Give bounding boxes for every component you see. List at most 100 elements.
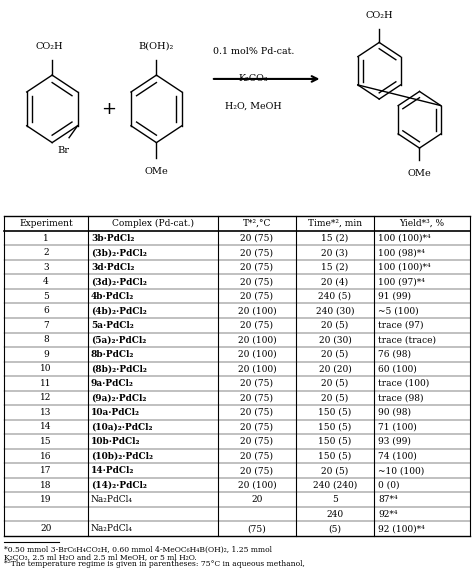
Text: ~5 (100): ~5 (100) <box>378 306 419 315</box>
Text: 100 (98)*⁴: 100 (98)*⁴ <box>378 248 425 257</box>
Text: 10b·PdCl₂: 10b·PdCl₂ <box>91 437 140 446</box>
Text: 3: 3 <box>43 262 49 272</box>
Text: 19: 19 <box>40 495 52 504</box>
Text: 20: 20 <box>40 524 52 533</box>
Text: 20 (20): 20 (20) <box>319 364 351 374</box>
Text: 15 (2): 15 (2) <box>321 234 348 242</box>
Text: Complex (Pd-cat.): Complex (Pd-cat.) <box>112 219 194 228</box>
Text: 2: 2 <box>43 248 49 257</box>
Text: 20 (5): 20 (5) <box>321 350 348 359</box>
Text: 11: 11 <box>40 379 52 388</box>
Text: (5a)₂·PdCl₂: (5a)₂·PdCl₂ <box>91 335 146 344</box>
Text: 7: 7 <box>43 321 49 330</box>
Text: 15: 15 <box>40 437 52 446</box>
Text: 15 (2): 15 (2) <box>321 262 348 272</box>
Text: T*²,°C: T*²,°C <box>243 219 271 228</box>
Text: Experiment: Experiment <box>19 219 73 228</box>
Text: (3d)₂·PdCl₂: (3d)₂·PdCl₂ <box>91 277 147 286</box>
Text: 3b·PdCl₂: 3b·PdCl₂ <box>91 234 134 242</box>
Text: 100 (97)*⁴: 100 (97)*⁴ <box>378 277 425 286</box>
Text: 8b·PdCl₂: 8b·PdCl₂ <box>91 350 134 359</box>
Text: 100 (100)*⁴: 100 (100)*⁴ <box>378 262 430 272</box>
Text: 20 (100): 20 (100) <box>237 364 276 374</box>
Text: (75): (75) <box>247 524 266 533</box>
Text: 20 (5): 20 (5) <box>321 379 348 388</box>
Text: OMe: OMe <box>408 169 431 178</box>
Text: Br: Br <box>57 147 69 155</box>
Text: 20 (5): 20 (5) <box>321 321 348 330</box>
Text: 14: 14 <box>40 422 52 431</box>
Text: 71 (100): 71 (100) <box>378 422 417 431</box>
Text: 150 (5): 150 (5) <box>319 437 352 446</box>
Text: 9a·PdCl₂: 9a·PdCl₂ <box>91 379 134 388</box>
Text: 20 (100): 20 (100) <box>237 335 276 344</box>
Text: (3b)₂·PdCl₂: (3b)₂·PdCl₂ <box>91 248 147 257</box>
Text: 20 (75): 20 (75) <box>240 248 273 257</box>
Text: 20 (100): 20 (100) <box>237 306 276 315</box>
Text: 20 (75): 20 (75) <box>240 379 273 388</box>
Text: *²The temperature regime is given in parentheses: 75°C in aqueous methanol,: *²The temperature regime is given in par… <box>4 560 305 568</box>
Text: 0 (0): 0 (0) <box>378 481 400 489</box>
Text: 74 (100): 74 (100) <box>378 452 417 461</box>
Text: 12: 12 <box>40 394 52 402</box>
Text: 20 (75): 20 (75) <box>240 422 273 431</box>
Text: 76 (98): 76 (98) <box>378 350 411 359</box>
Text: 240 (5): 240 (5) <box>319 292 352 301</box>
Text: 91 (99): 91 (99) <box>378 292 411 301</box>
Text: 16: 16 <box>40 452 52 461</box>
Text: (8b)₂·PdCl₂: (8b)₂·PdCl₂ <box>91 364 147 374</box>
Text: 10: 10 <box>40 364 52 374</box>
Text: 20 (100): 20 (100) <box>237 350 276 359</box>
Text: 14·PdCl₂: 14·PdCl₂ <box>91 466 134 475</box>
Text: CO₂H: CO₂H <box>365 10 393 19</box>
Text: 20 (4): 20 (4) <box>321 277 348 286</box>
Text: H₂O, MeOH: H₂O, MeOH <box>225 101 282 111</box>
Text: 240 (240): 240 (240) <box>313 481 357 489</box>
Text: Na₂PdCl₄: Na₂PdCl₄ <box>91 524 133 533</box>
Text: 5: 5 <box>332 495 338 504</box>
Text: ~10 (100): ~10 (100) <box>378 466 424 475</box>
Text: 60 (100): 60 (100) <box>378 364 417 374</box>
Text: 20 (75): 20 (75) <box>240 452 273 461</box>
Text: (10b)₂·PdCl₂: (10b)₂·PdCl₂ <box>91 452 153 461</box>
Text: 9: 9 <box>43 350 49 359</box>
Text: Na₂PdCl₄: Na₂PdCl₄ <box>91 495 133 504</box>
Text: 20 (3): 20 (3) <box>321 248 348 257</box>
Text: 90 (98): 90 (98) <box>378 408 411 417</box>
Text: K₂CO₃, 2.5 ml H₂O and 2.5 ml MeOH, or 5 ml H₂O.: K₂CO₃, 2.5 ml H₂O and 2.5 ml MeOH, or 5 … <box>4 553 197 561</box>
Text: 20 (75): 20 (75) <box>240 408 273 417</box>
Text: (10a)₂·PdCl₂: (10a)₂·PdCl₂ <box>91 422 153 431</box>
Text: 100 (100)*⁴: 100 (100)*⁴ <box>378 234 430 242</box>
Text: CO₂H: CO₂H <box>36 42 64 50</box>
Text: 92 (100)*⁴: 92 (100)*⁴ <box>378 524 425 533</box>
Text: 93 (99): 93 (99) <box>378 437 411 446</box>
Text: 20 (5): 20 (5) <box>321 466 348 475</box>
Text: OMe: OMe <box>145 167 168 176</box>
Text: 20: 20 <box>251 495 263 504</box>
Text: 92*⁴: 92*⁴ <box>378 509 398 519</box>
Text: K₂CO₃: K₂CO₃ <box>239 74 268 84</box>
Text: B(OH)₂: B(OH)₂ <box>139 42 174 50</box>
Text: 0.1 mol% Pd-cat.: 0.1 mol% Pd-cat. <box>213 47 294 56</box>
Text: (14)₂·PdCl₂: (14)₂·PdCl₂ <box>91 481 147 489</box>
Text: trace (100): trace (100) <box>378 379 429 388</box>
Text: 5: 5 <box>43 292 49 301</box>
Text: 20 (75): 20 (75) <box>240 437 273 446</box>
Text: 150 (5): 150 (5) <box>319 422 352 431</box>
Text: 87*⁴: 87*⁴ <box>378 495 398 504</box>
Text: 1: 1 <box>43 234 49 242</box>
Text: Time*², min: Time*², min <box>308 219 362 228</box>
Text: 6: 6 <box>43 306 49 315</box>
Text: 20 (100): 20 (100) <box>237 481 276 489</box>
Text: (4b)₂·PdCl₂: (4b)₂·PdCl₂ <box>91 306 147 315</box>
Text: *0.50 mmol 3-BrC₆H₄CO₂H, 0.60 mmol 4-MeOC₆H₄B(OH)₂, 1.25 mmol: *0.50 mmol 3-BrC₆H₄CO₂H, 0.60 mmol 4-MeO… <box>4 546 272 554</box>
Text: 20 (75): 20 (75) <box>240 466 273 475</box>
Text: 240: 240 <box>327 509 344 519</box>
Text: 20 (75): 20 (75) <box>240 234 273 242</box>
Text: trace (97): trace (97) <box>378 321 423 330</box>
Text: 20 (75): 20 (75) <box>240 262 273 272</box>
Text: 20 (75): 20 (75) <box>240 292 273 301</box>
Text: 17: 17 <box>40 466 52 475</box>
Text: 20 (5): 20 (5) <box>321 394 348 402</box>
Text: 240 (30): 240 (30) <box>316 306 354 315</box>
